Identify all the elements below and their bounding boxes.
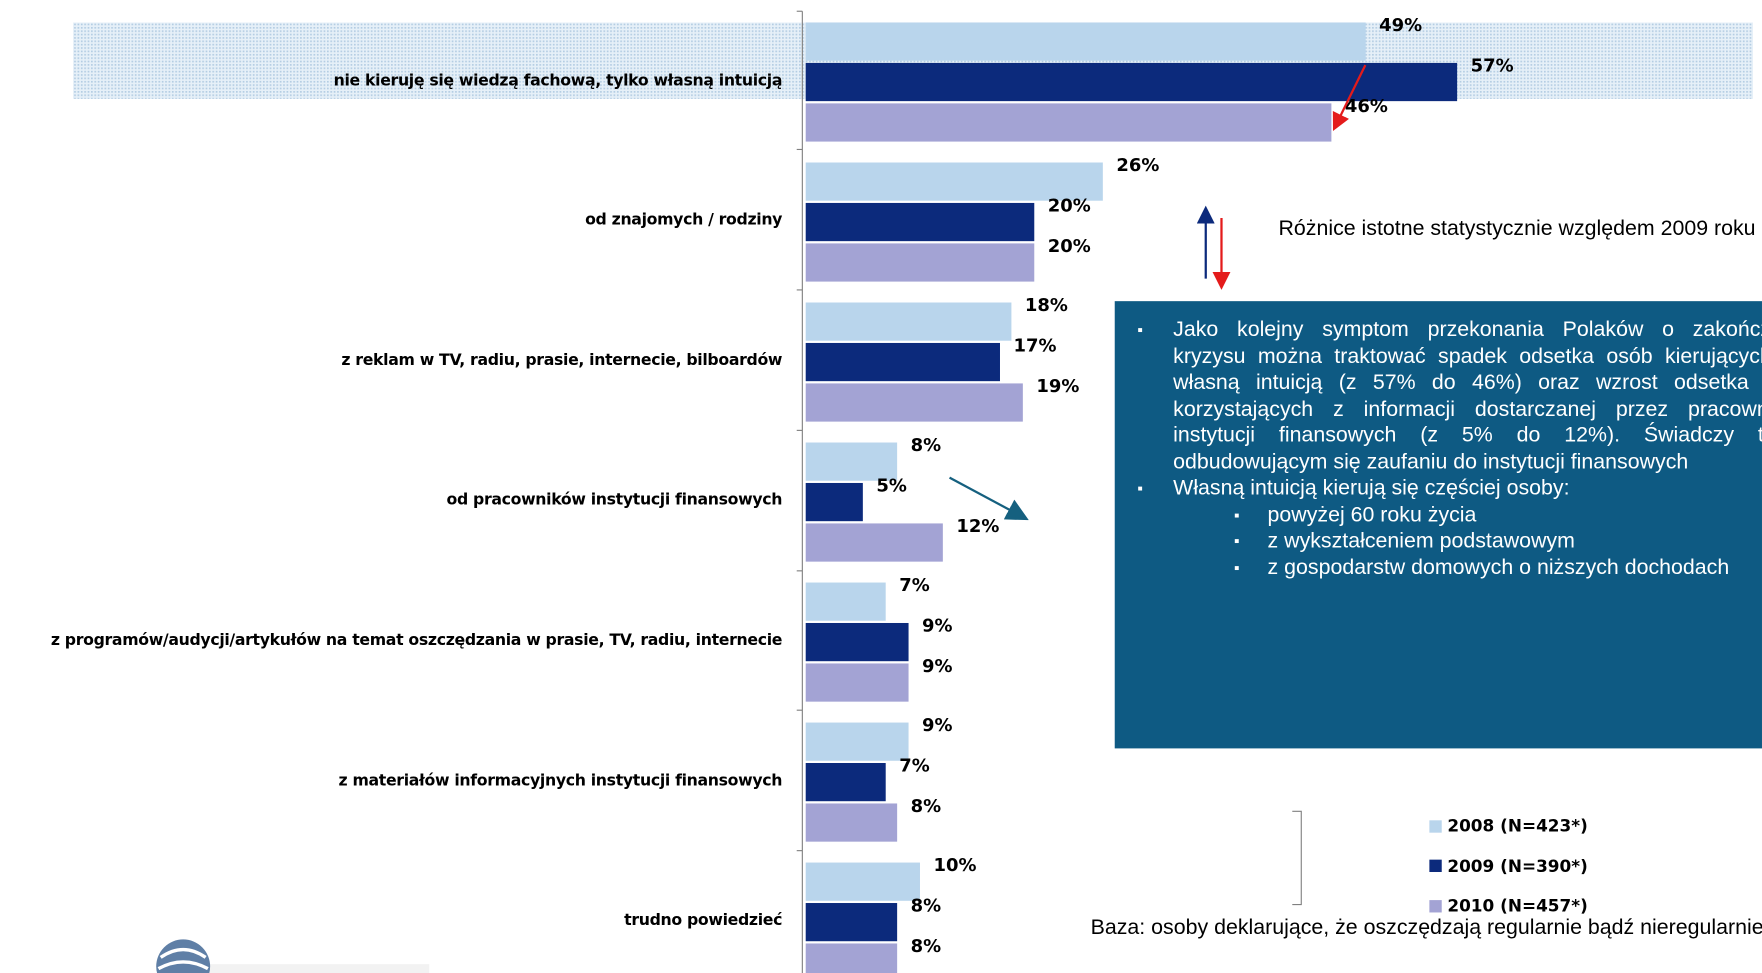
bar (805, 162, 1103, 201)
category-text: od znajomych / rodziny (585, 211, 783, 230)
value-label: 7% (899, 755, 930, 776)
value-label: 18% (1025, 295, 1068, 316)
value-label: 20% (1048, 236, 1091, 257)
bar (805, 482, 863, 522)
category-text: z programów/audycji/artykułów na temat o… (50, 631, 783, 650)
note-box-text: Jako kolejny symptom przekonania Polaków… (1137, 317, 1762, 581)
bar (805, 582, 886, 621)
bar (805, 103, 1332, 142)
value-label: 46% (1345, 96, 1388, 117)
base-note: Baza: osoby deklarujące, że oszczędzają … (1090, 915, 1762, 940)
value-label: 19% (1036, 376, 1079, 397)
legend-text: 2008 (N=423*) (1447, 815, 1588, 837)
legend-item: 2008 (N=423*) (1429, 815, 1588, 837)
note-item: Jako kolejny symptom przekonania Polaków… (1137, 317, 1762, 475)
category-text: trudno powiedzieć (624, 911, 783, 930)
value-label: 49% (1379, 15, 1422, 36)
bar (805, 663, 909, 702)
value-label: 8% (911, 936, 942, 957)
value-label: 5% (876, 475, 907, 496)
category-text: z reklam w TV, radiu, prasie, internecie… (341, 351, 783, 370)
category-label: nie kieruję się wiedzą fachową, tylko wł… (7, 58, 783, 103)
legend-text: 2010 (N=457*) (1447, 895, 1588, 916)
legend-item: 2010 (N=457*) (1429, 895, 1588, 916)
bar (805, 803, 898, 842)
increase-arrow (949, 476, 1029, 521)
significance-note: Różnice istotne statystycznie względem 2… (1278, 216, 1756, 241)
value-label: 20% (1048, 195, 1091, 216)
note-box: Jako kolejny symptom przekonania Polaków… (1114, 301, 1762, 749)
note-subitem: z wykształceniem podstawowym (1137, 528, 1762, 554)
bar (805, 442, 898, 481)
bar (805, 763, 886, 802)
bar (805, 62, 1458, 102)
bar (805, 523, 943, 562)
bar (805, 383, 1023, 422)
legend-swatch (1429, 859, 1442, 873)
category-label: od znajomych / rodziny (7, 198, 782, 243)
bar (805, 722, 909, 761)
axis-ticks (796, 10, 803, 852)
value-label: 8% (911, 435, 942, 456)
value-label: 10% (933, 855, 976, 876)
decrease-arrow (1332, 64, 1367, 132)
bar (805, 903, 898, 942)
value-label: 57% (1471, 55, 1514, 76)
note-subitem: powyżej 60 roku życia (1137, 502, 1762, 528)
legend-bracket (1292, 810, 1302, 906)
category-label: z programów/audycji/artykułów na temat o… (7, 618, 783, 663)
bar (805, 943, 898, 973)
value-label: 9% (922, 656, 953, 677)
bar (805, 243, 1035, 282)
legend-item: 2009 (N=390*) (1429, 855, 1588, 876)
category-text: nie kieruję się wiedzą fachową, tylko wł… (333, 71, 783, 90)
bar (805, 622, 909, 662)
value-label: 9% (922, 615, 953, 636)
category-label: od pracowników instytucji finansowych (7, 478, 782, 523)
category-text: z materiałów informacyjnych instytucji f… (338, 771, 783, 790)
category-label: z materiałów informacyjnych instytucji f… (7, 759, 782, 804)
value-label: 26% (1116, 155, 1159, 176)
value-label: 9% (922, 715, 953, 736)
note-subitem: z gospodarstw domowych o niższych dochod… (1137, 555, 1762, 581)
bars: 49%57%46%26%20%20%18%17%19%8%5%12%7%9%9%… (805, 15, 1514, 973)
value-label: 12% (956, 516, 999, 537)
category-text: od pracowników instytucji finansowych (446, 491, 783, 510)
legend-swatch (1429, 899, 1442, 912)
category-label: trudno powiedzieć (7, 899, 782, 944)
legend-swatch (1429, 819, 1442, 833)
value-label: 7% (899, 575, 930, 596)
bar (805, 22, 1366, 61)
category-label: z reklam w TV, radiu, prasie, internecie… (7, 338, 782, 383)
bar (805, 342, 1000, 382)
bar (805, 302, 1012, 341)
value-label: 8% (911, 895, 942, 916)
value-label: 8% (911, 796, 942, 817)
note-item: Własną intuicją kierują się częściej oso… (1137, 475, 1762, 501)
bar (805, 862, 920, 901)
logo (156, 939, 430, 973)
bar (805, 202, 1035, 242)
value-label: 17% (1013, 335, 1056, 356)
legend-text: 2009 (N=390*) (1447, 855, 1588, 876)
